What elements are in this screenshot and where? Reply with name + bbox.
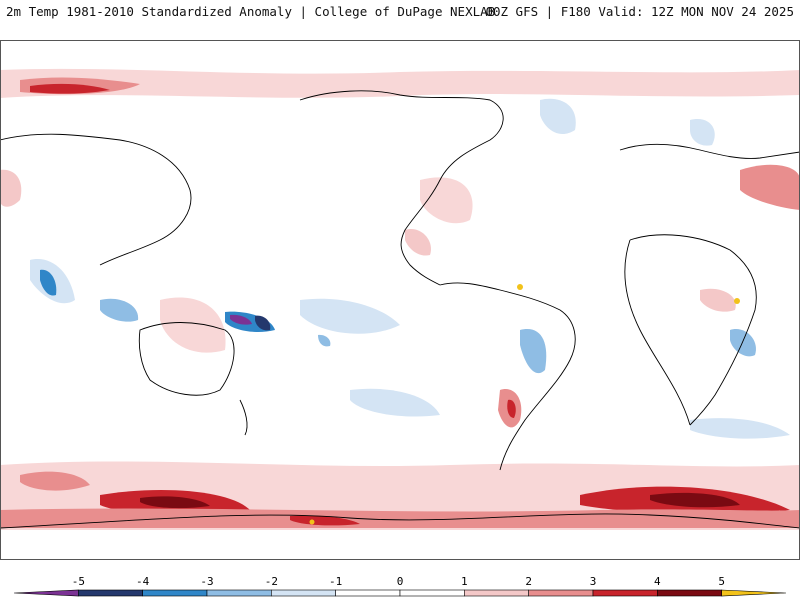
ural-warm-patch	[740, 164, 800, 210]
colorbar-segment	[206, 589, 272, 597]
colorbar-tick-label: 5	[718, 575, 725, 588]
europe-coast	[619, 143, 800, 159]
colorbar-tick-label: 1	[461, 575, 468, 588]
antarctic-extreme-warm-east	[650, 492, 740, 508]
colorbar-segment	[335, 589, 401, 597]
cool-anomaly-layer	[30, 98, 790, 439]
colorbar-tick-label: 3	[590, 575, 597, 588]
colorbar-segment	[78, 589, 143, 597]
asia-coast	[0, 133, 192, 266]
antarctic-extreme-warm-west	[140, 496, 210, 509]
india-strong-cool	[40, 269, 57, 296]
south-indian-cool	[690, 418, 790, 439]
colorbar-segment	[142, 589, 208, 597]
coastlines	[0, 90, 800, 529]
scandinavia-cool	[690, 119, 715, 146]
siberia-strong-warm	[30, 83, 110, 94]
anomaly-map	[0, 40, 800, 560]
ross-sea-max	[309, 519, 315, 525]
africa-coast	[629, 234, 757, 426]
venezuela-max	[517, 284, 523, 290]
east-africa-max	[734, 298, 740, 304]
pacific-isolated-cool	[318, 334, 331, 347]
argentina-strong-warm	[507, 399, 516, 418]
australia-coast	[138, 322, 235, 396]
australia-warm	[160, 297, 226, 353]
ross-sea-strong-warm	[290, 515, 360, 526]
west-edge-warm	[0, 169, 22, 207]
colorbar-segment	[464, 589, 529, 597]
colorbar-tick-label: 2	[525, 575, 532, 588]
map-title: 2m Temp 1981-2010 Standardized Anomaly |…	[6, 4, 496, 19]
colorbar-segment	[271, 589, 336, 597]
indonesia-cool	[100, 298, 139, 322]
colorbar-segment	[657, 589, 722, 597]
colorbar: -5 -4 -3 -2 -1 0 1 2 3 4 5	[0, 565, 800, 600]
antarctica-coast	[0, 513, 800, 529]
colorbar-tick-label: -1	[329, 575, 342, 588]
colorbar-tick-labels: -5 -4 -3 -2 -1 0 1 2 3 4 5	[72, 575, 725, 588]
colorbar-tick-label: -5	[72, 575, 85, 588]
madagascar-cool	[730, 329, 756, 357]
colorbar-segment	[528, 589, 594, 597]
east-africa-warm	[700, 288, 736, 312]
colorbar-tick-label: -4	[136, 575, 150, 588]
antarctic-coast-warm	[0, 508, 800, 528]
greenland-cool	[540, 98, 576, 135]
colorbar-segment	[592, 589, 658, 597]
colorbar-tick-label: -2	[265, 575, 278, 588]
colorbar-tick-label: 4	[654, 575, 661, 588]
mexico-warm	[405, 229, 431, 256]
new-guinea-strong-cool	[255, 315, 271, 331]
warm-anomaly-layer	[0, 68, 800, 530]
south-pacific-cool	[350, 388, 440, 417]
colorbar-segment	[13, 589, 79, 597]
africa-west-coast	[624, 239, 691, 426]
arctic-warm-band	[0, 68, 800, 98]
brazil-cool	[520, 329, 547, 374]
south-pacific-warm	[20, 471, 90, 491]
colorbar-segment	[721, 589, 787, 597]
hudson-warm	[420, 177, 473, 224]
model-run-label: 00Z GFS | F180 Valid: 12Z MON NOV 24 202…	[485, 4, 794, 19]
south-america-coast	[439, 282, 576, 471]
colorbar-tick-label: 0	[397, 575, 404, 588]
new-zealand-coast	[239, 399, 248, 436]
pacific-cool	[300, 298, 400, 334]
colorbar-segment	[399, 589, 465, 597]
colorbar-swatches	[13, 589, 787, 597]
north-america-coast	[299, 90, 504, 286]
new-guinea-extreme-cool	[230, 314, 252, 325]
colorbar-tick-label: -3	[200, 575, 213, 588]
